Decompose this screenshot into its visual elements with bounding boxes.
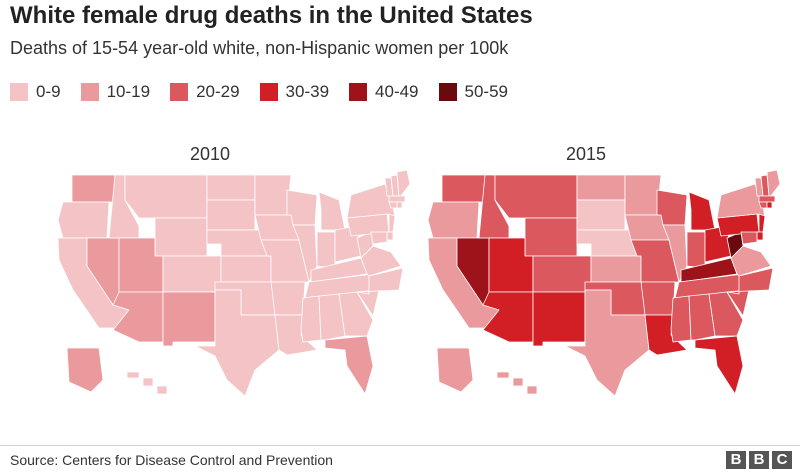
state-sc (356, 289, 380, 317)
state-md (740, 231, 758, 245)
state-ar (270, 281, 306, 316)
legend-label: 40-49 (375, 82, 419, 101)
state-ma (758, 195, 776, 203)
state-mn (254, 174, 292, 216)
us-map-2015 (427, 170, 780, 397)
state-nj (758, 213, 766, 233)
legend-label: 20-29 (196, 82, 240, 101)
legend-swatch (170, 83, 189, 101)
legend-item: 10-19 (80, 82, 151, 102)
state-fl (694, 335, 744, 395)
state-or (427, 201, 480, 239)
state-tx (564, 289, 650, 397)
state-mi (688, 191, 716, 231)
legend-swatch (349, 83, 368, 101)
state-wy (154, 217, 208, 257)
state-md (370, 231, 388, 245)
state-ks (220, 255, 272, 283)
legend-label: 30-39 (285, 82, 330, 101)
legend-item: 0-9 (10, 82, 61, 102)
legend-swatch (438, 83, 457, 101)
state-ga (708, 291, 744, 337)
bbc-logo-letter: C (772, 451, 792, 469)
us-map-2010 (57, 170, 410, 397)
bbc-logo: B B C (723, 451, 792, 469)
state-nj (388, 213, 396, 233)
map-title-2015: 2015 (566, 144, 607, 164)
legend-label: 0-9 (36, 82, 61, 101)
state-in (316, 231, 336, 269)
state-ga (338, 291, 374, 337)
state-de (756, 231, 764, 241)
legend-swatch (259, 83, 278, 101)
state-mt (124, 174, 208, 219)
bbc-logo-letter: B (749, 451, 769, 469)
state-co (162, 255, 222, 293)
state-ms (300, 295, 322, 343)
legend-item: 20-29 (170, 82, 240, 102)
map-title-2010: 2010 (190, 144, 231, 164)
legend-item: 40-49 (349, 82, 419, 102)
source-note: Source: Centers for Disease Control and … (10, 452, 333, 468)
state-or (57, 201, 110, 239)
state-mi (318, 191, 346, 231)
state-ak (66, 347, 104, 393)
state-nd (576, 174, 626, 201)
state-mn (624, 174, 662, 216)
state-me (396, 170, 410, 197)
state-ne (206, 229, 268, 257)
state-wa (441, 174, 486, 203)
state-ar (640, 281, 676, 316)
state-ak (436, 347, 474, 393)
legend-label: 10-19 (106, 82, 151, 101)
state-ri (396, 201, 403, 209)
state-ne (576, 229, 638, 257)
state-ks (590, 255, 642, 283)
state-hi (496, 371, 538, 395)
bbc-logo-letter: B (726, 451, 746, 469)
state-wa (71, 174, 116, 203)
chart-subtitle: Deaths of 15-54 year-old white, non-Hisp… (10, 38, 509, 58)
state-ms (670, 295, 692, 343)
state-in (686, 231, 706, 269)
legend-label: 50-59 (464, 82, 508, 101)
state-sd (576, 199, 626, 231)
state-wy (524, 217, 578, 257)
state-al (318, 293, 346, 341)
state-me (766, 170, 780, 197)
state-hi (126, 371, 168, 395)
state-nm (162, 291, 216, 347)
state-nm (532, 291, 586, 347)
state-mt (494, 174, 578, 219)
legend-item: 50-59 (438, 82, 508, 102)
legend: 0-9 10-19 20-29 30-39 40-49 50-59 (10, 82, 528, 102)
legend-swatch (10, 83, 28, 101)
state-nd (206, 174, 256, 201)
state-nc (726, 267, 774, 295)
state-sc (726, 289, 750, 317)
footer-divider (0, 445, 800, 446)
state-de (386, 231, 394, 241)
state-al (688, 293, 716, 341)
state-nc (356, 267, 404, 295)
chart-title: White female drug deaths in the United S… (10, 2, 533, 29)
state-sd (206, 199, 256, 231)
legend-swatch (80, 83, 99, 101)
state-ma (388, 195, 406, 203)
legend-item: 30-39 (259, 82, 330, 102)
state-tx (194, 289, 280, 397)
state-fl (324, 335, 374, 395)
state-co (532, 255, 592, 293)
state-ri (766, 201, 773, 209)
